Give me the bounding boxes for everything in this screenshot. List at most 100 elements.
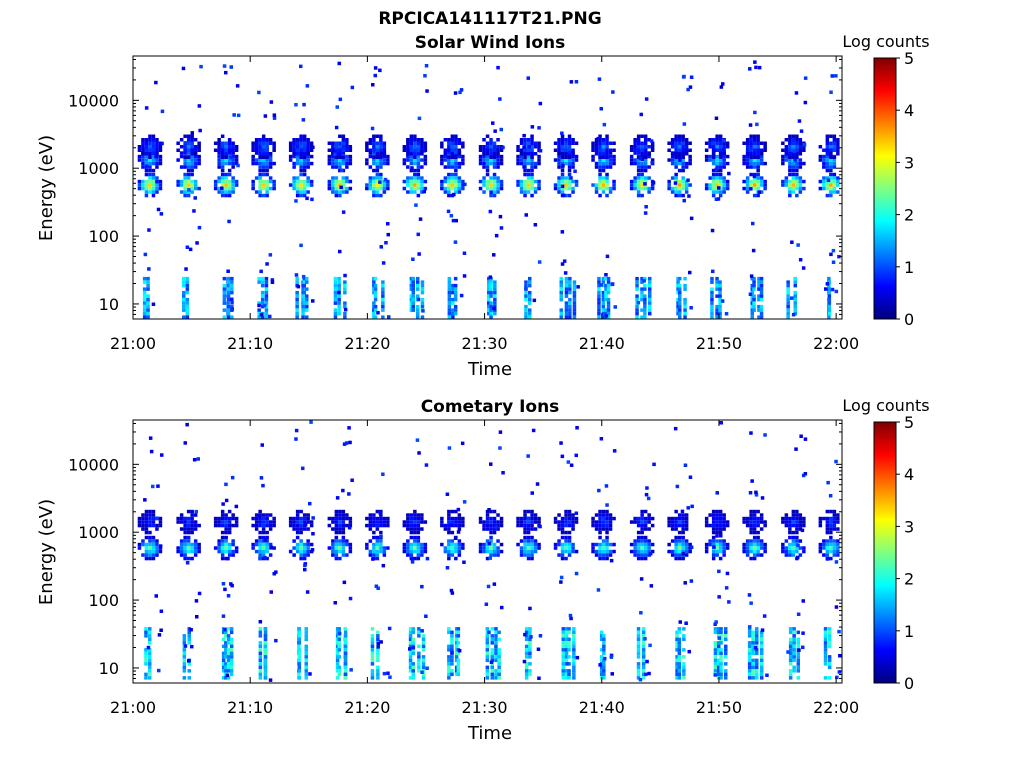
- heatmap-cell: [567, 644, 571, 649]
- heatmap-cell: [530, 193, 534, 198]
- heatmap-cell: [677, 523, 682, 528]
- heatmap-cell: [605, 520, 609, 524]
- heatmap-cell: [759, 176, 764, 180]
- heatmap-cell: [295, 520, 300, 524]
- heatmap-cell: [643, 553, 648, 557]
- heatmap-cell: [294, 103, 298, 107]
- heatmap-cell: [303, 523, 308, 527]
- heatmap-cell: [372, 516, 376, 521]
- heatmap-cell: [643, 516, 648, 521]
- heatmap-cell: [182, 641, 187, 645]
- heatmap-cell: [264, 283, 269, 288]
- heatmap-cell: [499, 154, 504, 159]
- heatmap-cell: [489, 315, 493, 319]
- heatmap-cell: [557, 186, 561, 191]
- heatmap-cell: [265, 523, 269, 528]
- heatmap-cell: [791, 513, 796, 517]
- heatmap-cell: [640, 290, 644, 295]
- heatmap-cell: [836, 513, 840, 517]
- heatmap-cell: [443, 186, 448, 191]
- heatmap-cell: [704, 516, 709, 521]
- heatmap-cell: [408, 651, 413, 656]
- heatmap-cell: [345, 179, 349, 184]
- heatmap-cell: [447, 315, 452, 319]
- heatmap-cell: [368, 151, 373, 155]
- heatmap-cell: [711, 513, 716, 517]
- heatmap-cell: [641, 669, 646, 673]
- heatmap-cell: [571, 513, 575, 517]
- heatmap-cell: [822, 539, 826, 543]
- heatmap-cell: [493, 301, 497, 305]
- heatmap-cell: [522, 165, 526, 169]
- heatmap-cell: [461, 520, 465, 524]
- heatmap-cell: [643, 520, 648, 524]
- heatmap-cell: [224, 665, 228, 670]
- heatmap-cell: [759, 154, 764, 159]
- heatmap-cell: [751, 665, 755, 670]
- heatmap-cell: [745, 553, 750, 557]
- heatmap-cell: [829, 549, 833, 554]
- heatmap-cell: [519, 148, 524, 152]
- heatmap-cell: [338, 161, 342, 166]
- heatmap-cell: [572, 627, 576, 631]
- heatmap-cell: [681, 513, 685, 517]
- heatmap-cell: [402, 161, 407, 166]
- heatmap-cell: [409, 301, 414, 305]
- heatmap-cell: [409, 516, 414, 521]
- heatmap-cell: [560, 230, 565, 234]
- heatmap-cell: [182, 655, 187, 659]
- heatmap-cell: [297, 662, 302, 666]
- heatmap-cell: [221, 669, 226, 673]
- heatmap-cell: [635, 287, 639, 291]
- heatmap-cell: [745, 539, 750, 543]
- heatmap-cell: [533, 145, 538, 149]
- heatmap-cell: [227, 542, 232, 547]
- heatmap-cell: [302, 297, 306, 302]
- heatmap-cell: [193, 148, 198, 152]
- heatmap-cell: [447, 276, 452, 281]
- heatmap-cell: [752, 542, 757, 547]
- heatmap-cell: [598, 165, 602, 169]
- heatmap-cell: [221, 665, 226, 670]
- heatmap-cell: [190, 131, 194, 135]
- heatmap-cell: [182, 297, 186, 302]
- heatmap-cell: [643, 165, 648, 169]
- heatmap-cell: [678, 158, 682, 162]
- heatmap-cell: [802, 145, 806, 149]
- heatmap-cell: [795, 527, 799, 531]
- heatmap-cell: [675, 648, 679, 652]
- heatmap-cell: [186, 155, 191, 159]
- heatmap-cell: [158, 520, 163, 524]
- heatmap-cell: [331, 158, 335, 162]
- heatmap-cell: [193, 549, 198, 554]
- heatmap-cell: [677, 644, 682, 649]
- heatmap-cell: [381, 287, 385, 291]
- heatmap-cell: [719, 651, 723, 656]
- heatmap-cell: [382, 549, 387, 554]
- heatmap-cell: [176, 546, 180, 550]
- heatmap-cell: [523, 546, 527, 550]
- heatmap-cell: [763, 542, 767, 547]
- heatmap-cell: [151, 161, 156, 166]
- heatmap-cell: [572, 294, 577, 298]
- heatmap-cell: [179, 516, 184, 521]
- heatmap-cell: [461, 161, 465, 166]
- heatmap-cell: [416, 168, 421, 173]
- heatmap-cell: [295, 176, 300, 180]
- heatmap-cell: [417, 655, 421, 659]
- heatmap-cell: [272, 186, 276, 191]
- heatmap-cell: [829, 172, 833, 177]
- heatmap-cell: [801, 631, 805, 635]
- heatmap-cell: [197, 145, 201, 149]
- heatmap-cell: [756, 179, 760, 184]
- heatmap-cell: [265, 183, 269, 187]
- heatmap-cell: [640, 276, 644, 281]
- heatmap-cell: [608, 165, 613, 169]
- heatmap-cell: [227, 148, 232, 152]
- heatmap-cell: [338, 193, 342, 198]
- heatmap-cell: [564, 148, 568, 152]
- heatmap-cell: [523, 509, 527, 514]
- heatmap-cell: [564, 179, 568, 184]
- heatmap-cell: [420, 629, 424, 633]
- heatmap-cell: [406, 542, 410, 547]
